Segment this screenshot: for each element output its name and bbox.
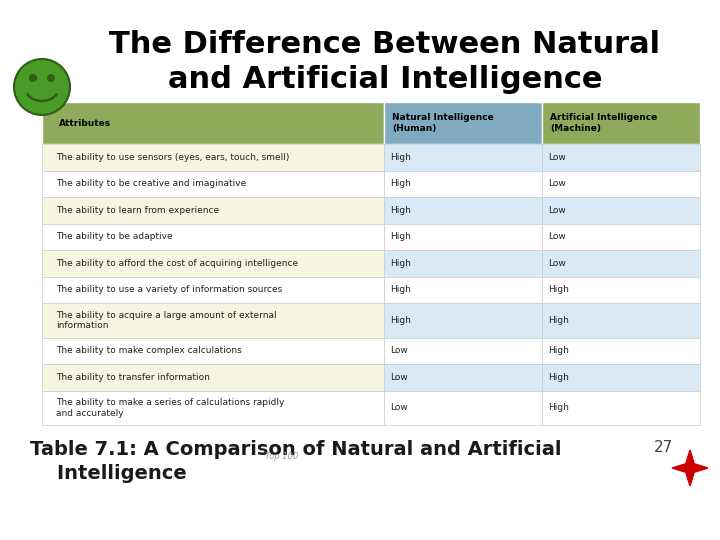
Text: The ability to make complex calculations: The ability to make complex calculations [55, 346, 241, 355]
Text: The ability to use sensors (eyes, ears, touch, smell): The ability to use sensors (eyes, ears, … [55, 153, 289, 162]
FancyBboxPatch shape [542, 364, 700, 390]
Text: Low: Low [549, 179, 566, 188]
FancyBboxPatch shape [42, 276, 384, 303]
FancyBboxPatch shape [42, 303, 384, 338]
Text: High: High [390, 316, 411, 325]
FancyBboxPatch shape [384, 102, 542, 144]
Text: and Artificial Intelligence: and Artificial Intelligence [168, 65, 602, 94]
Text: High: High [549, 316, 570, 325]
Text: High: High [549, 373, 570, 382]
FancyBboxPatch shape [42, 144, 384, 171]
FancyBboxPatch shape [384, 364, 542, 390]
Text: High: High [390, 259, 411, 268]
Text: High: High [390, 232, 411, 241]
FancyBboxPatch shape [42, 250, 384, 276]
Text: The ability to be creative and imaginative: The ability to be creative and imaginati… [55, 179, 246, 188]
FancyBboxPatch shape [542, 102, 700, 144]
Text: 27: 27 [654, 440, 673, 455]
Text: The ability to use a variety of information sources: The ability to use a variety of informat… [55, 286, 282, 294]
Text: High: High [549, 403, 570, 413]
Text: Artificial Intelligence
(Machine): Artificial Intelligence (Machine) [550, 113, 657, 133]
Text: The Difference Between Natural: The Difference Between Natural [109, 30, 660, 59]
Text: Low: Low [390, 403, 408, 413]
Polygon shape [672, 450, 708, 486]
FancyBboxPatch shape [42, 364, 384, 390]
FancyBboxPatch shape [42, 171, 384, 197]
FancyBboxPatch shape [384, 224, 542, 250]
Text: Intelligence: Intelligence [30, 464, 186, 483]
Text: The ability to acquire a large amount of external
information: The ability to acquire a large amount of… [55, 310, 276, 330]
FancyBboxPatch shape [384, 303, 542, 338]
Circle shape [47, 74, 55, 82]
Text: The ability to learn from experience: The ability to learn from experience [55, 206, 219, 215]
FancyBboxPatch shape [542, 171, 700, 197]
Text: Low: Low [549, 153, 566, 162]
FancyBboxPatch shape [384, 197, 542, 224]
FancyBboxPatch shape [384, 276, 542, 303]
Text: Table 7.1: A Comparison of Natural and Artificial: Table 7.1: A Comparison of Natural and A… [30, 440, 562, 459]
Text: The ability to afford the cost of acquiring intelligence: The ability to afford the cost of acquir… [55, 259, 298, 268]
Text: Attributes: Attributes [59, 118, 111, 127]
FancyBboxPatch shape [542, 197, 700, 224]
Text: High: High [390, 179, 411, 188]
Text: Low: Low [549, 232, 566, 241]
FancyBboxPatch shape [42, 338, 384, 364]
Text: High: High [549, 346, 570, 355]
FancyBboxPatch shape [542, 276, 700, 303]
FancyBboxPatch shape [384, 250, 542, 276]
Text: High: High [390, 286, 411, 294]
FancyBboxPatch shape [384, 144, 542, 171]
FancyBboxPatch shape [42, 197, 384, 224]
FancyBboxPatch shape [42, 224, 384, 250]
FancyBboxPatch shape [384, 171, 542, 197]
FancyBboxPatch shape [542, 144, 700, 171]
FancyBboxPatch shape [542, 390, 700, 425]
FancyBboxPatch shape [42, 390, 384, 425]
Text: Low: Low [549, 259, 566, 268]
Text: Natural Intelligence
(Human): Natural Intelligence (Human) [392, 113, 494, 133]
FancyBboxPatch shape [542, 338, 700, 364]
Text: High: High [390, 153, 411, 162]
Text: High: High [390, 206, 411, 215]
FancyBboxPatch shape [542, 250, 700, 276]
FancyBboxPatch shape [384, 390, 542, 425]
Text: High: High [549, 286, 570, 294]
Text: The ability to transfer information: The ability to transfer information [55, 373, 210, 382]
FancyBboxPatch shape [384, 338, 542, 364]
FancyBboxPatch shape [42, 102, 384, 144]
Text: Top 100: Top 100 [265, 452, 299, 461]
Text: Low: Low [390, 373, 408, 382]
Circle shape [14, 59, 70, 115]
FancyBboxPatch shape [542, 224, 700, 250]
Circle shape [29, 74, 37, 82]
FancyBboxPatch shape [542, 303, 700, 338]
Text: The ability to be adaptive: The ability to be adaptive [55, 232, 172, 241]
Text: Low: Low [549, 206, 566, 215]
Text: The ability to make a series of calculations rapidly
and accurately: The ability to make a series of calculat… [55, 398, 284, 417]
Text: Low: Low [390, 346, 408, 355]
